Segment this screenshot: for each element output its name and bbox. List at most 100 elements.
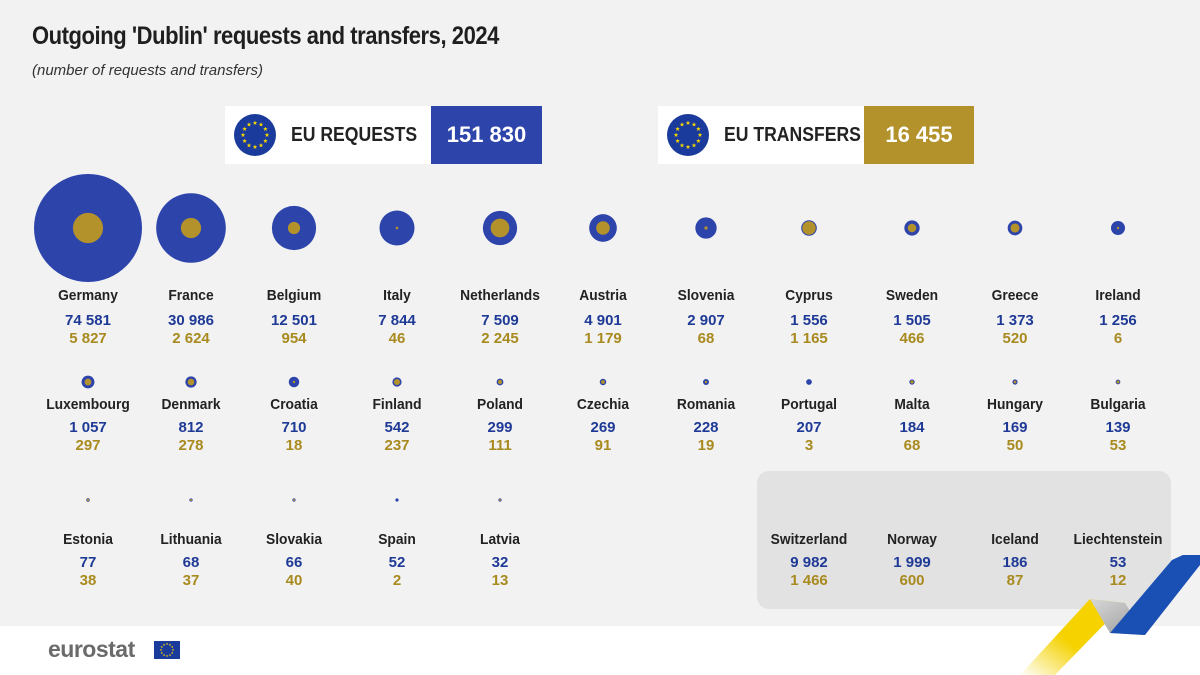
requests-value: 169: [1002, 419, 1028, 436]
eu-transfers-label: EU TRANSFERS: [724, 124, 861, 146]
flag-star: [258, 122, 264, 127]
country-label: Germany: [58, 287, 118, 304]
requests-value: 12 501: [271, 312, 317, 329]
flag-star: [691, 122, 697, 127]
flag-star: [697, 132, 703, 137]
requests-value: 207: [796, 419, 822, 436]
transfers-value: 954: [281, 330, 307, 347]
country-label: Finland: [372, 396, 422, 413]
transfers-value: 18: [285, 437, 303, 454]
flag-star: [168, 653, 172, 657]
transfers-circle: [1013, 380, 1017, 384]
transfers-value: 297: [75, 437, 101, 454]
transfers-circle: [704, 226, 708, 230]
transfers-value: 37: [182, 572, 200, 589]
transfers-value: 520: [1002, 330, 1028, 347]
country-label: Latvia: [480, 531, 520, 548]
country-label: Switzerland: [770, 531, 848, 548]
requests-value: 66: [285, 554, 303, 571]
flag-star: [242, 126, 247, 131]
transfers-value: 111: [488, 437, 512, 454]
transfers-circle: [292, 498, 296, 502]
country-label: Sweden: [885, 287, 939, 304]
transfers-circle: [1010, 223, 1020, 233]
transfers-circle: [499, 499, 501, 501]
requests-value: 184: [899, 419, 925, 436]
transfers-circle: [84, 378, 92, 386]
transfers-value: 68: [697, 330, 715, 347]
transfers-circle: [292, 380, 296, 384]
country-label: Italy: [383, 287, 411, 304]
footer: [0, 626, 1200, 675]
flag-star: [252, 120, 258, 125]
flag-star: [675, 126, 680, 131]
transfers-circle: [1116, 380, 1120, 384]
requests-value: 299: [487, 419, 513, 436]
country-label: Belgium: [266, 287, 322, 304]
requests-value: 812: [178, 419, 204, 436]
country-label: Liechtenstein: [1073, 531, 1163, 548]
requests-value: 53: [1109, 554, 1127, 571]
transfers-value: 1 179: [584, 330, 622, 347]
flag-star: [263, 138, 268, 143]
requests-value: 77: [79, 554, 97, 571]
flag-star: [696, 126, 701, 131]
flag-star: [160, 645, 164, 649]
country-label: Denmark: [161, 396, 221, 413]
requests-value: 186: [1002, 554, 1028, 571]
requests-value: 74 581: [65, 312, 111, 329]
efta-panel: [757, 471, 1171, 609]
flag-star: [171, 648, 175, 652]
transfers-value: 12: [1109, 572, 1127, 589]
eu-transfers-value: 16 455: [864, 106, 974, 164]
requests-value: 1 373: [996, 312, 1034, 329]
transfers-value: 91: [594, 437, 612, 454]
transfers-circle: [704, 380, 708, 384]
flag-star: [673, 132, 679, 137]
country-label: Luxembourg: [46, 396, 130, 413]
requests-value: 1 256: [1099, 312, 1137, 329]
transfers-value: 68: [903, 437, 921, 454]
country-label: Portugal: [781, 396, 837, 413]
flag-star: [263, 126, 268, 131]
flag-star: [696, 138, 701, 143]
country-label: Poland: [476, 396, 523, 413]
flag-star: [160, 651, 164, 655]
transfers-circle: [287, 221, 301, 235]
transfers-circle: [490, 218, 510, 238]
transfers-value: 600: [899, 572, 925, 589]
flag-star: [691, 142, 697, 148]
transfers-value: 13: [491, 572, 509, 589]
transfers-circle: [802, 221, 816, 235]
requests-value: 542: [384, 419, 410, 436]
requests-value: 710: [281, 419, 307, 436]
eu-requests-summary: EU REQUESTS 151 830: [225, 106, 542, 164]
transfers-circle: [189, 498, 193, 502]
transfers-value: 1 466: [790, 572, 828, 589]
transfers-circle: [601, 380, 605, 384]
requests-value: 139: [1105, 419, 1131, 436]
transfers-circle: [393, 378, 401, 386]
requests-value: 1 057: [69, 419, 107, 436]
transfers-value: 278: [178, 437, 204, 454]
transfers-circle: [907, 223, 917, 233]
transfers-circle: [187, 378, 195, 386]
transfers-value: 50: [1006, 437, 1024, 454]
transfers-value: 2 245: [481, 330, 519, 347]
requests-value: 7 509: [481, 312, 519, 329]
flag-star: [685, 120, 691, 125]
transfers-value: 466: [899, 330, 925, 347]
transfers-value: 2: [392, 572, 402, 589]
requests-value: 1 505: [893, 312, 931, 329]
requests-value: 2 907: [687, 312, 725, 329]
flag-star: [685, 144, 691, 149]
country-label: Slovenia: [677, 287, 735, 304]
country-label: Cyprus: [785, 287, 833, 304]
requests-value: 32: [491, 554, 509, 571]
transfers-value: 237: [384, 437, 410, 454]
country-label: Greece: [991, 287, 1039, 304]
transfers-circle: [497, 379, 503, 385]
flag-star: [242, 138, 247, 143]
flag-star: [170, 645, 174, 649]
country-label: Ireland: [1095, 287, 1141, 304]
